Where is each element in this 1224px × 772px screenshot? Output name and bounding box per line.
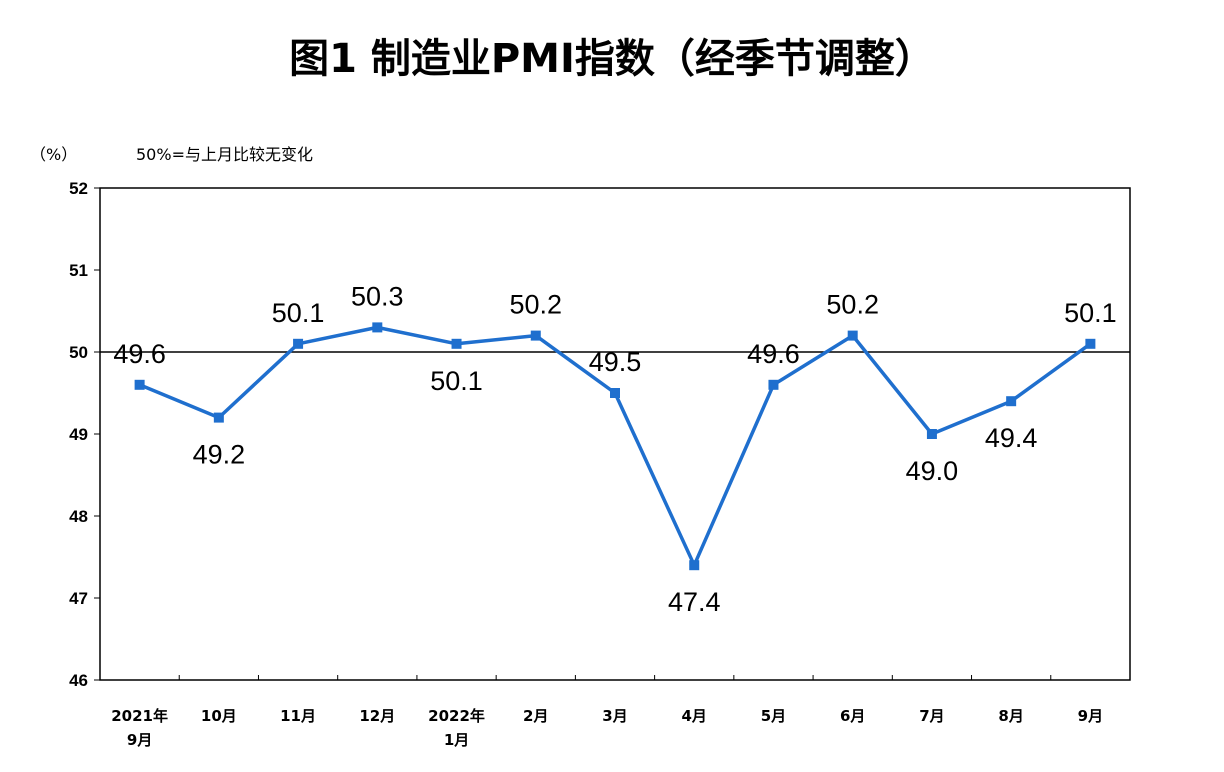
y-tick-label: 50 bbox=[69, 343, 88, 362]
data-label: 49.2 bbox=[193, 440, 246, 470]
x-tick-label: 12月 bbox=[359, 707, 395, 725]
data-point-marker bbox=[530, 330, 541, 341]
x-tick-label: 10月 bbox=[201, 707, 237, 725]
y-tick-label: 49 bbox=[69, 425, 88, 444]
y-tick-label: 52 bbox=[69, 179, 88, 198]
data-label: 50.1 bbox=[430, 366, 483, 396]
chart-title: 图1 制造业PMI指数（经季节调整） bbox=[289, 36, 935, 82]
data-point-marker bbox=[689, 560, 700, 571]
x-tick-label: 5月 bbox=[761, 707, 786, 725]
x-tick-label: 6月 bbox=[840, 707, 865, 725]
reference-note: 50%=与上月比较无变化 bbox=[136, 145, 313, 164]
data-label: 50.1 bbox=[272, 298, 325, 328]
data-point-marker bbox=[1006, 396, 1017, 407]
data-point-marker bbox=[768, 379, 779, 390]
x-tick-label: 11月 bbox=[280, 707, 316, 725]
x-tick-label: 2月 bbox=[523, 707, 548, 725]
data-label: 49.6 bbox=[113, 339, 166, 369]
data-label: 50.3 bbox=[351, 281, 404, 311]
data-label: 50.2 bbox=[509, 290, 562, 320]
data-point-marker bbox=[847, 330, 858, 341]
x-tick-label: 8月 bbox=[998, 707, 1023, 725]
data-point-marker bbox=[293, 338, 304, 349]
data-label: 49.4 bbox=[985, 423, 1038, 453]
x-tick-label: 3月 bbox=[602, 707, 627, 725]
data-point-marker bbox=[134, 379, 145, 390]
y-tick-label: 51 bbox=[69, 261, 88, 280]
y-unit-label: （%） bbox=[30, 145, 77, 164]
y-tick-label: 46 bbox=[69, 671, 88, 690]
data-label: 49.5 bbox=[589, 347, 642, 377]
data-label: 50.1 bbox=[1064, 298, 1117, 328]
data-point-marker bbox=[372, 322, 383, 333]
y-tick-label: 48 bbox=[69, 507, 88, 526]
x-tick-label: 2022年 bbox=[428, 707, 485, 725]
data-label: 47.4 bbox=[668, 587, 721, 617]
data-point-marker bbox=[213, 412, 224, 423]
x-tick-label: 1月 bbox=[444, 731, 469, 749]
data-point-marker bbox=[1085, 338, 1096, 349]
x-tick-label: 9月 bbox=[1078, 707, 1103, 725]
data-label: 50.2 bbox=[826, 290, 879, 320]
x-tick-label: 4月 bbox=[682, 707, 707, 725]
data-point-marker bbox=[451, 338, 462, 349]
x-tick-label: 9月 bbox=[127, 731, 152, 749]
data-label: 49.6 bbox=[747, 339, 800, 369]
data-point-marker bbox=[610, 388, 620, 398]
x-tick-label: 2021年 bbox=[111, 707, 168, 725]
data-point-marker bbox=[926, 429, 937, 439]
data-label: 49.0 bbox=[906, 456, 959, 486]
y-tick-label: 47 bbox=[69, 589, 88, 608]
x-tick-label: 7月 bbox=[919, 707, 944, 725]
plot-frame bbox=[99, 187, 1131, 681]
